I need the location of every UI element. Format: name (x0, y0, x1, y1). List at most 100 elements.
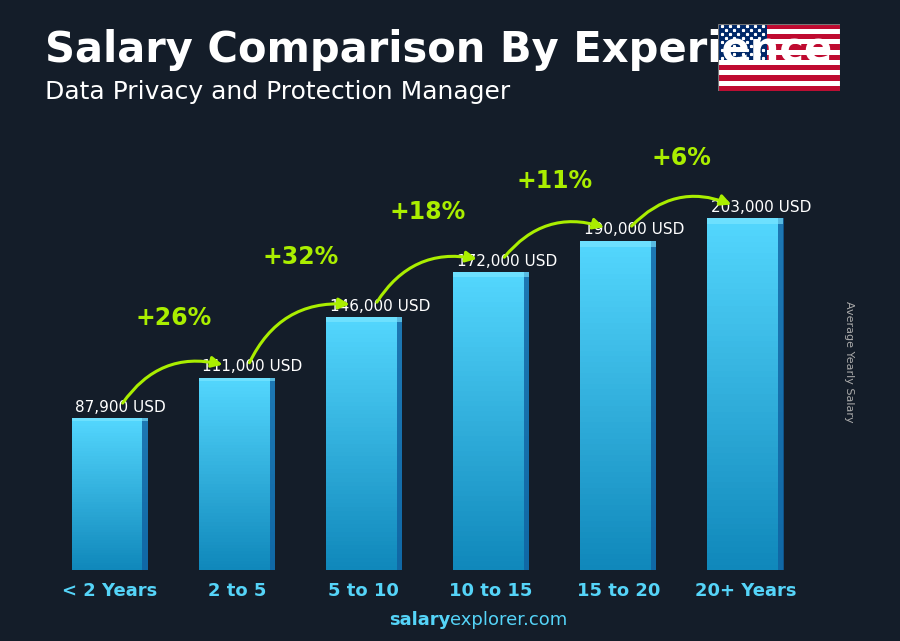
Bar (707, 247, 784, 253)
Bar (199, 487, 274, 490)
Bar (71, 568, 148, 570)
Bar (71, 492, 148, 494)
Bar (707, 347, 784, 353)
Bar (71, 535, 148, 537)
Bar (453, 491, 529, 496)
Text: 87,900 USD: 87,900 USD (76, 399, 166, 415)
Bar (707, 383, 784, 388)
Bar (453, 327, 529, 331)
Bar (326, 321, 402, 326)
Bar (453, 322, 529, 327)
Text: +18%: +18% (390, 200, 465, 224)
Bar (199, 423, 274, 426)
Bar (580, 532, 656, 538)
Bar (453, 406, 529, 412)
Bar (199, 417, 274, 420)
Bar (707, 400, 784, 406)
Bar (326, 533, 402, 537)
Text: explorer.com: explorer.com (450, 612, 567, 629)
Bar (580, 466, 656, 472)
Bar (71, 418, 148, 420)
Bar (580, 515, 656, 521)
Bar (71, 469, 148, 471)
Bar (524, 272, 529, 570)
Bar (71, 426, 148, 428)
Bar (580, 554, 656, 560)
Bar (199, 420, 274, 423)
Bar (326, 435, 402, 440)
Bar (199, 426, 274, 429)
Bar (71, 497, 148, 499)
Bar (718, 81, 840, 86)
Bar (199, 490, 274, 494)
Bar (397, 317, 402, 570)
Bar (71, 555, 148, 558)
Bar (199, 384, 274, 387)
Bar (580, 549, 656, 554)
Bar (580, 488, 656, 494)
Bar (707, 483, 784, 488)
Bar (199, 474, 274, 478)
Bar (199, 542, 274, 545)
Bar (453, 516, 529, 520)
Bar (142, 418, 148, 570)
Bar (707, 424, 784, 429)
Text: salary: salary (389, 612, 450, 629)
Bar (580, 372, 656, 378)
Bar (326, 537, 402, 541)
Bar (326, 465, 402, 469)
Bar (453, 287, 529, 292)
Text: 203,000 USD: 203,000 USD (711, 200, 812, 215)
Bar (580, 257, 656, 263)
Bar (71, 504, 148, 507)
Bar (580, 494, 656, 499)
Bar (580, 296, 656, 301)
Bar (580, 351, 656, 356)
Bar (71, 418, 148, 420)
Bar (453, 560, 529, 565)
Bar (707, 377, 784, 383)
Bar (707, 529, 784, 535)
Bar (199, 516, 274, 519)
Bar (326, 397, 402, 401)
Bar (453, 556, 529, 560)
Bar (718, 39, 840, 44)
Bar (707, 230, 784, 236)
Bar (71, 458, 148, 461)
Bar (453, 551, 529, 556)
Bar (326, 376, 402, 380)
Bar (580, 345, 656, 351)
Bar (453, 545, 529, 551)
Bar (580, 460, 656, 466)
Bar (718, 34, 840, 39)
Bar (199, 506, 274, 510)
Bar (71, 547, 148, 550)
Bar (707, 494, 784, 500)
Bar (707, 335, 784, 342)
Bar (71, 453, 148, 456)
Bar (580, 417, 656, 422)
Bar (718, 60, 840, 65)
Bar (326, 461, 402, 465)
Bar (453, 362, 529, 367)
Bar (453, 496, 529, 501)
Bar (199, 468, 274, 471)
Bar (199, 406, 274, 410)
Bar (71, 423, 148, 426)
Bar (453, 441, 529, 446)
Bar (580, 367, 656, 372)
Bar (707, 288, 784, 294)
Bar (580, 334, 656, 340)
Bar (707, 329, 784, 335)
Bar (326, 338, 402, 342)
Bar (707, 359, 784, 365)
Bar (453, 456, 529, 461)
Bar (71, 540, 148, 542)
Bar (199, 561, 274, 564)
Bar (199, 554, 274, 558)
Bar (453, 436, 529, 441)
Bar (453, 376, 529, 381)
Bar (453, 381, 529, 387)
Bar (326, 456, 402, 461)
Bar (707, 453, 784, 459)
